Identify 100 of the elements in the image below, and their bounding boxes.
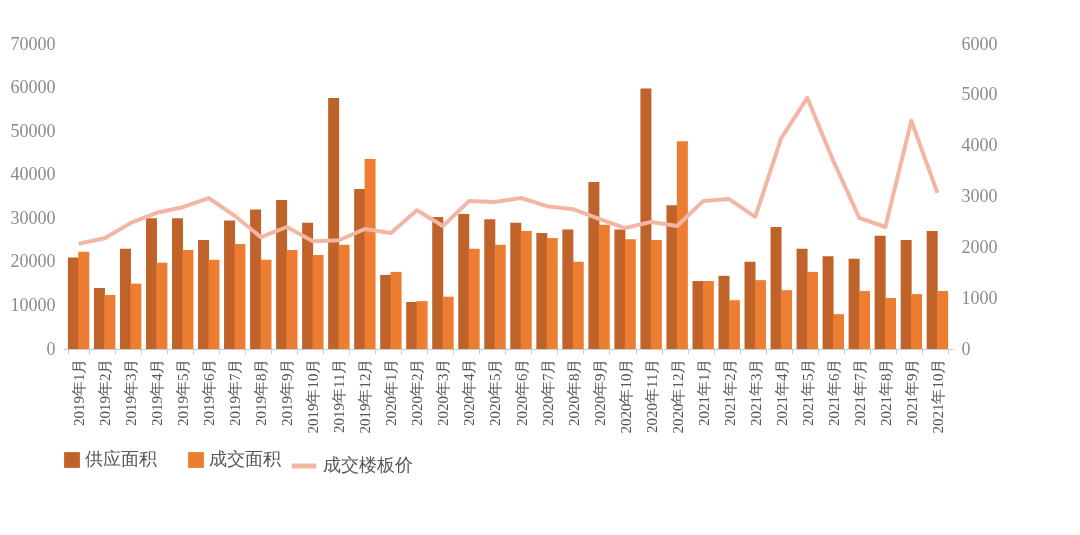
- bar: [494, 244, 506, 349]
- bar: [718, 275, 730, 349]
- bar: [198, 240, 210, 349]
- bar: [104, 294, 116, 349]
- bar: [286, 250, 298, 349]
- y-tick-label: 0: [46, 338, 56, 359]
- x-tick-label: 2019年1月: [71, 358, 88, 426]
- bar: [900, 240, 912, 349]
- y2-tick-label: 5000: [961, 84, 998, 105]
- bar: [338, 244, 350, 349]
- line-series: [76, 95, 940, 246]
- x-tick-label: 2021年1月: [695, 358, 712, 426]
- bar: [833, 314, 844, 349]
- x-tick-label: 2020年7月: [539, 358, 556, 426]
- bar: [380, 274, 392, 349]
- x-tick-label: 2019年8月: [253, 358, 270, 426]
- legend-label: 成交面积: [209, 449, 281, 469]
- bar: [676, 141, 688, 349]
- x-tick-label: 2021年5月: [799, 358, 816, 426]
- y-tick-label: 60000: [10, 77, 56, 98]
- bar: [806, 271, 818, 349]
- bar: [432, 216, 444, 349]
- y2-tick-label: 2000: [961, 236, 998, 257]
- bar: [874, 235, 886, 349]
- bar: [234, 243, 246, 349]
- x-tick-label: 2021年4月: [773, 358, 790, 426]
- bar: [937, 291, 949, 349]
- bar: [145, 218, 157, 349]
- bar: [754, 280, 766, 349]
- y2-tick-label: 6000: [961, 33, 998, 54]
- y2-tick-label: 0: [961, 338, 971, 359]
- bar: [624, 239, 636, 349]
- y-tick-label: 50000: [10, 120, 56, 141]
- x-tick-label: 2020年10月: [617, 358, 634, 434]
- bar: [93, 288, 105, 349]
- bar: [510, 222, 522, 349]
- x-tick-label: 2020年4月: [461, 358, 478, 426]
- bar: [458, 213, 470, 349]
- x-tick-label: 2020年6月: [513, 358, 530, 426]
- bar: [224, 220, 236, 349]
- bar: [640, 88, 652, 349]
- bar: [416, 301, 428, 349]
- bar: [119, 248, 131, 349]
- x-tick-label: 2021年8月: [877, 358, 894, 426]
- y2-tick-label: 4000: [961, 135, 998, 156]
- x-tick-label: 2020年12月: [669, 358, 686, 434]
- legend-label: 供应面积: [85, 449, 157, 469]
- bar: [182, 250, 194, 349]
- y-tick-label: 70000: [10, 33, 56, 54]
- x-tick-label: 2019年2月: [97, 358, 114, 426]
- bar: [848, 258, 860, 349]
- bar: [328, 98, 340, 349]
- bar: [208, 259, 220, 349]
- x-tick-label: 2019年5月: [175, 358, 192, 426]
- bar: [172, 218, 183, 349]
- bar: [260, 259, 272, 349]
- bar: [572, 261, 584, 349]
- bar: [468, 248, 480, 349]
- y2-tick-label: 1000: [961, 287, 998, 308]
- bar: [250, 209, 262, 349]
- x-tick-label: 2019年9月: [279, 358, 296, 426]
- bar: [770, 227, 782, 349]
- legend-label: 成交楼板价: [323, 455, 413, 475]
- x-tick-label: 2021年9月: [903, 358, 920, 426]
- y-tick-label: 30000: [10, 207, 56, 228]
- bar: [796, 248, 808, 349]
- x-tick-label: 2020年3月: [435, 358, 452, 426]
- bar: [536, 233, 548, 349]
- bar: [312, 254, 324, 349]
- x-tick-label: 2019年3月: [123, 358, 140, 426]
- bar: [276, 199, 288, 349]
- bar: [390, 271, 402, 349]
- bar: [650, 240, 662, 349]
- bar: [780, 290, 792, 349]
- bar: [156, 262, 168, 349]
- x-tick-label: 2021年2月: [721, 358, 738, 426]
- bar: [744, 261, 756, 349]
- y-tick-label: 20000: [10, 251, 56, 272]
- bar: [692, 281, 704, 349]
- bar: [442, 296, 454, 349]
- bar: [484, 219, 496, 349]
- bar: [520, 230, 532, 349]
- bar: [926, 230, 938, 349]
- x-tick-label: 2021年3月: [747, 358, 764, 426]
- bar: [406, 301, 418, 349]
- bar: [885, 298, 897, 349]
- y2-tick-label: 3000: [961, 186, 998, 206]
- x-tick-label: 2019年7月: [227, 358, 244, 426]
- bar: [562, 229, 574, 349]
- bar: [354, 189, 366, 349]
- bar: [364, 159, 376, 349]
- x-tick-label: 2021年6月: [825, 358, 842, 426]
- bar: [859, 291, 871, 349]
- x-tick-label: 2019年11月: [331, 358, 348, 433]
- y-tick-label: 40000: [10, 164, 56, 185]
- x-tick-label: 2019年12月: [357, 358, 374, 434]
- x-tick-label: 2020年1月: [383, 358, 400, 426]
- bar: [598, 224, 610, 349]
- bar: [302, 222, 314, 349]
- bar: [78, 251, 90, 349]
